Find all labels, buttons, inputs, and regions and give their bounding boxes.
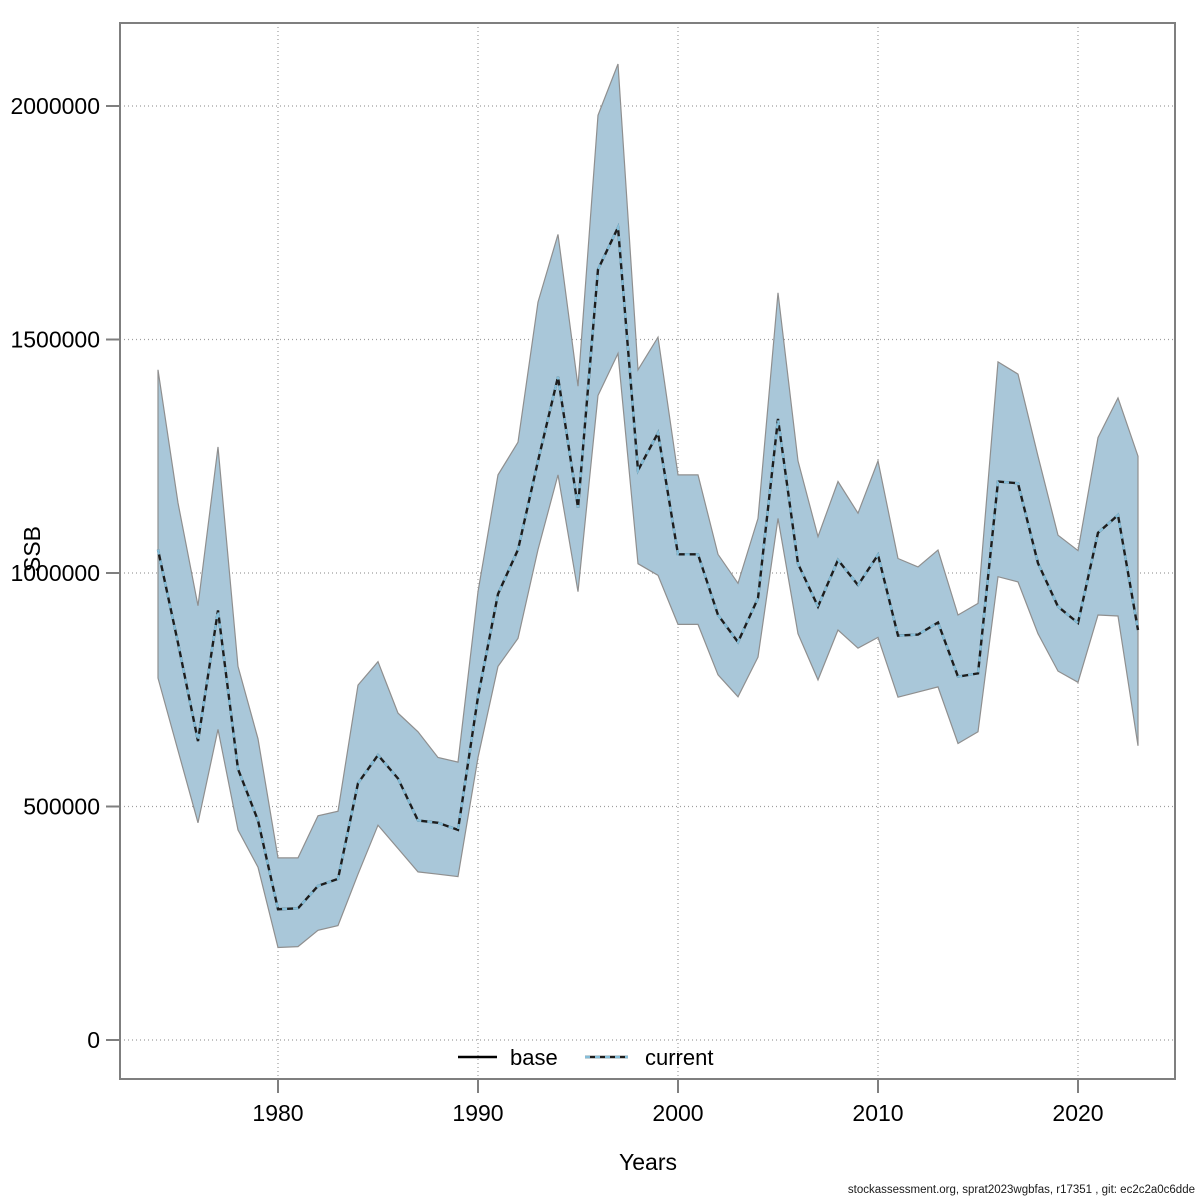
x-tick-label: 1990 — [452, 1100, 503, 1126]
current-line — [156, 222, 1140, 911]
x-axis-title: Years — [619, 1149, 677, 1175]
footer-attribution: stockassessment.org, sprat2023wgbfas, r1… — [848, 1184, 1195, 1196]
y-tick-label: 1500000 — [10, 326, 100, 352]
y-tick-label: 2000000 — [10, 93, 100, 119]
x-tick-label: 2020 — [1052, 1100, 1103, 1126]
y-axis-title: SSB — [19, 526, 45, 572]
legend-base-label: base — [510, 1045, 558, 1070]
series-line-layer — [156, 222, 1140, 911]
y-tick-label: 0 — [87, 1027, 100, 1053]
legend: base current — [458, 1045, 713, 1070]
y-tick-label: 500000 — [23, 794, 100, 820]
legend-current-label: current — [645, 1045, 713, 1070]
x-tick-label: 2010 — [852, 1100, 903, 1126]
tick-layer — [106, 104, 1079, 1093]
tick-label-layer: 0 500000 1000000 1500000 2000000 1980 1990 2000… — [10, 93, 1103, 1126]
confidence-band-layer — [157, 63, 1139, 949]
x-tick-label: 1980 — [252, 1100, 303, 1126]
x-tick-label: 2000 — [652, 1100, 703, 1126]
confidence-band — [157, 63, 1139, 949]
plot-frame — [119, 22, 1176, 1080]
y-tick-label: 1000000 — [10, 560, 100, 586]
